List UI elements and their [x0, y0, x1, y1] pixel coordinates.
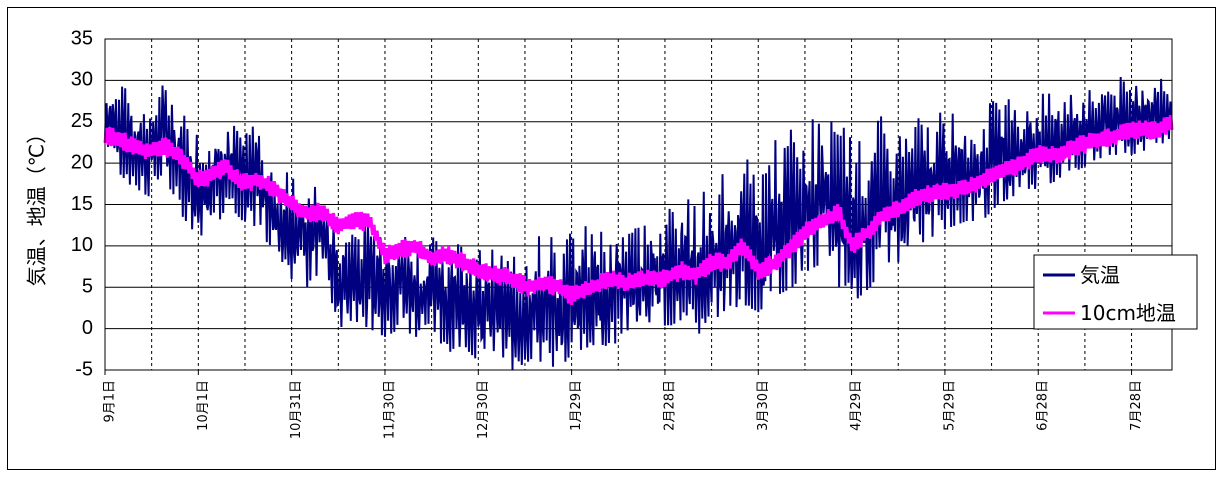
series-line-soil-temp	[103, 114, 1174, 306]
x-tick-label: 11月30日	[382, 380, 397, 439]
y-axis-label: 気温、地温（℃）	[25, 124, 49, 286]
y-tick-label: 35	[71, 27, 93, 49]
x-tick-label: 10月31日	[289, 380, 304, 439]
x-tick-label: 1月29日	[569, 380, 584, 431]
y-tick-label: 5	[82, 276, 93, 298]
x-tick-label: 7月28日	[1129, 380, 1144, 431]
y-tick-label: 25	[71, 110, 93, 132]
x-tick-label: 6月28日	[1036, 380, 1051, 431]
y-tick-label: 10	[71, 234, 93, 256]
x-tick-label: 10月1日	[196, 380, 211, 431]
series-lines	[103, 76, 1174, 371]
x-tick-labels: 9月1日 10月1日 10月31日 11月30日 12月30日 1月29日 2月28日 3月3…	[103, 370, 1144, 439]
x-tick-label: 4月29日	[849, 380, 864, 431]
y-tick-label: 30	[71, 69, 93, 91]
legend-label-soil-temp: 10cm地温	[1080, 301, 1176, 325]
x-tick-label: 9月1日	[103, 380, 118, 423]
y-tick-label: 15	[71, 193, 93, 215]
legend-box	[1033, 254, 1198, 330]
x-tick-label: 5月29日	[942, 380, 957, 431]
x-tick-label: 2月28日	[662, 380, 677, 431]
plot-border	[104, 38, 1173, 371]
y-tick-label: -5	[75, 358, 93, 380]
y-tick-label: 0	[82, 317, 93, 339]
legend: 気温 10cm地温	[1033, 254, 1198, 330]
x-tick-label: 3月30日	[756, 380, 771, 431]
y-tick-labels: -5 0 5 10 15 20 25 30 35	[71, 27, 93, 380]
legend-label-air-temp: 気温	[1080, 263, 1120, 287]
y-tick-label: 20	[71, 151, 93, 173]
x-tick-label: 12月30日	[476, 380, 491, 439]
